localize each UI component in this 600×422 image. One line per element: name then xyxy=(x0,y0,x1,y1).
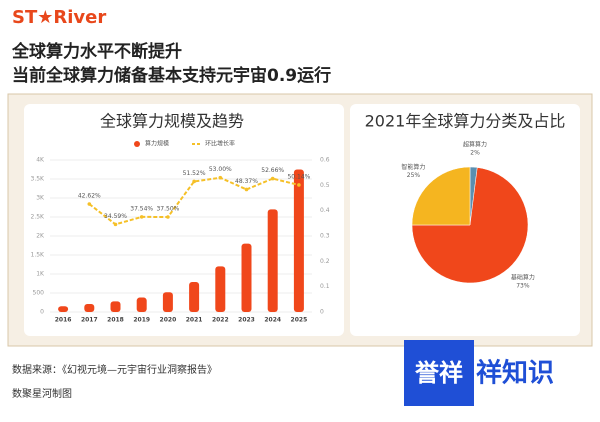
headline: 全球算力水平不断提升 xyxy=(11,41,182,62)
y2-tick-label: 0.6 xyxy=(320,157,330,164)
y2-tick-label: 0.5 xyxy=(320,182,330,189)
y-tick-label: 2K xyxy=(36,233,45,240)
pie-slice xyxy=(411,166,471,226)
legend-label: 环比增长率 xyxy=(205,140,235,148)
y-tick-label: 1.5K xyxy=(31,252,46,259)
bar xyxy=(215,266,226,312)
watermark: 誉祥 xyxy=(415,359,463,387)
slice-value: 25% xyxy=(407,172,421,179)
point xyxy=(166,215,170,219)
x-tick-label: 2023 xyxy=(238,317,255,324)
y-tick-label: 4K xyxy=(36,157,45,164)
y2-tick-label: 0.4 xyxy=(320,207,330,214)
y-tick-label: 3K xyxy=(36,195,45,202)
y-tick-label: 2.5K xyxy=(31,214,46,221)
x-tick-label: 2017 xyxy=(81,317,98,324)
y-tick-label: 0 xyxy=(40,309,44,316)
x-tick-label: 2019 xyxy=(133,317,150,324)
data-label: 53.00% xyxy=(209,166,232,173)
bar xyxy=(267,209,278,312)
slice-label: 基础算力 xyxy=(511,274,535,282)
point xyxy=(270,176,275,181)
bar xyxy=(58,306,69,312)
headline: 当前全球算力储备基本支持元宇宙0.9运行 xyxy=(12,65,331,86)
y-tick-label: 500 xyxy=(33,290,45,297)
legend-swatch xyxy=(134,141,140,147)
source: 数据来源：《幻视元境—元宇宙行业洞察报告》 xyxy=(12,363,217,376)
slice-label: 超算算力 xyxy=(463,141,487,149)
data-label: 37.54% xyxy=(130,205,153,212)
slice-value: 2% xyxy=(470,150,480,157)
bar xyxy=(136,297,147,312)
data-label: 37.50% xyxy=(156,206,179,213)
watermark: 祥知识 xyxy=(476,359,554,389)
data-label: 48.37% xyxy=(235,178,258,185)
x-tick-label: 2020 xyxy=(160,317,177,324)
legend-label: 算力规模 xyxy=(145,140,169,148)
point xyxy=(139,215,144,219)
x-tick-label: 2022 xyxy=(212,317,229,324)
credit: 数聚星河制图 xyxy=(12,387,72,400)
bar xyxy=(84,304,95,312)
logo: ST★River xyxy=(12,7,106,28)
y2-tick-label: 0 xyxy=(320,309,324,316)
watermark-block xyxy=(404,340,474,406)
line xyxy=(88,176,300,226)
bar xyxy=(293,169,304,312)
y-tick-label: 1K xyxy=(36,271,45,278)
point xyxy=(297,183,301,187)
data-label: 50.14% xyxy=(287,173,310,180)
x-tick-label: 2016 xyxy=(55,317,72,324)
card xyxy=(24,104,344,336)
y2-tick-label: 0.1 xyxy=(320,283,330,290)
slice-value: 73% xyxy=(516,283,530,290)
y2-tick-label: 0.2 xyxy=(320,258,330,265)
bar xyxy=(189,281,200,312)
x-tick-label: 2025 xyxy=(291,317,308,324)
bar xyxy=(110,301,121,312)
y-tick-label: 3.5K xyxy=(31,176,46,183)
slice-label: 智能算力 xyxy=(401,163,425,171)
bar xyxy=(241,243,252,312)
data-label: 52.66% xyxy=(261,167,284,174)
chart-title: 全球算力规模及趋势 xyxy=(100,112,244,131)
point xyxy=(218,175,223,180)
data-label: 34.59% xyxy=(104,213,127,220)
bar xyxy=(162,292,173,312)
data-label: 51.52% xyxy=(183,170,206,177)
y2-tick-label: 0.3 xyxy=(320,233,330,240)
x-tick-label: 2018 xyxy=(107,317,124,324)
x-tick-label: 2021 xyxy=(186,317,203,324)
data-label: 42.62% xyxy=(78,193,101,200)
point xyxy=(244,187,249,192)
point xyxy=(113,222,118,227)
point xyxy=(192,179,196,184)
x-tick-label: 2024 xyxy=(264,317,281,324)
point xyxy=(87,202,92,206)
chart-title: 2021年全球算力分类及占比 xyxy=(365,112,566,131)
